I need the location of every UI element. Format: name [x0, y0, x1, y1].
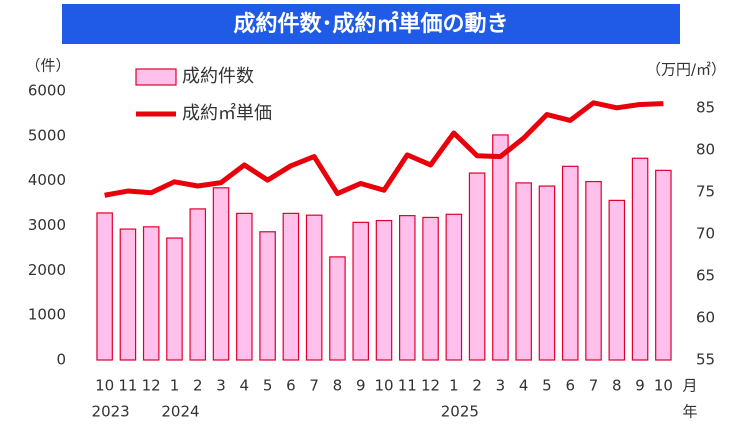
- x-year-label: 2025: [441, 403, 479, 421]
- x-tick-label: 12: [421, 377, 440, 395]
- x-tick-label: 9: [635, 377, 645, 395]
- x-tick-label: 5: [542, 377, 552, 395]
- y2-tick-label: 55: [696, 351, 715, 369]
- bar: [608, 199, 626, 361]
- bar: [119, 228, 137, 361]
- y-tick-label: 4000: [28, 171, 66, 189]
- bar: [212, 187, 230, 361]
- bar: [631, 157, 649, 361]
- x-axis-label: 月: [682, 377, 697, 395]
- x-tick-label: 3: [496, 377, 506, 395]
- x-tick-label: 3: [216, 377, 226, 395]
- y2-tick-label: 85: [696, 98, 715, 116]
- bar: [585, 180, 602, 361]
- x-tick-label: 10: [654, 377, 673, 395]
- x-tick-label: 12: [142, 377, 161, 395]
- bar: [375, 219, 393, 361]
- x-tick-label: 10: [374, 377, 393, 395]
- bar: [236, 212, 253, 361]
- bar: [492, 134, 509, 361]
- legend-label: 成約件数: [182, 66, 254, 87]
- bar: [445, 213, 463, 361]
- bar: [96, 212, 113, 361]
- bar: [142, 226, 160, 361]
- bar: [282, 212, 300, 361]
- y2-tick-label: 80: [696, 140, 715, 158]
- y-tick-label: 5000: [28, 126, 66, 144]
- bar: [352, 221, 370, 361]
- y2-tick-label: 70: [696, 224, 715, 242]
- y-tick-label: 6000: [28, 82, 66, 100]
- bar: [515, 182, 532, 361]
- x-tick-label: 2: [193, 377, 203, 395]
- bar: [166, 237, 183, 361]
- x-tick-label: 6: [565, 377, 575, 395]
- x-year-label: 2024: [161, 403, 199, 421]
- x-tick-label: 9: [356, 377, 366, 395]
- bar: [329, 256, 346, 361]
- x-axis-label2: 年: [682, 403, 697, 421]
- bar: [259, 231, 276, 361]
- x-tick-label: 5: [263, 377, 273, 395]
- y2-tick-label: 60: [696, 308, 715, 326]
- y-tick-label: 2000: [28, 261, 66, 279]
- x-tick-label: 6: [286, 377, 296, 395]
- x-tick-label: 11: [398, 377, 417, 395]
- x-tick-label: 11: [118, 377, 137, 395]
- bar: [561, 165, 579, 361]
- x-tick-label: 7: [589, 377, 599, 395]
- x-tick-label: 7: [309, 377, 319, 395]
- line: [104, 100, 664, 198]
- y2-tick-label: 75: [696, 182, 715, 200]
- title-banner: [62, 4, 680, 44]
- x-tick-label: 4: [240, 377, 250, 395]
- legend-swatch: [135, 68, 177, 86]
- x-tick-label: 1: [449, 377, 459, 395]
- bar: [305, 214, 323, 361]
- chart-title: 成約件数･成約㎡単価の動き: [233, 11, 508, 37]
- bar: [538, 185, 556, 361]
- bar: [468, 172, 486, 361]
- y-tick-label: 3000: [28, 216, 66, 234]
- y-tick-label: 0: [56, 351, 66, 369]
- legend-label: 成約㎡単価: [182, 102, 272, 124]
- x-tick-label: 8: [612, 377, 622, 395]
- x-tick-label: 2: [472, 377, 482, 395]
- x-tick-label: 10: [95, 377, 114, 395]
- x-tick-label: 4: [519, 377, 529, 395]
- x-year-label: 2023: [92, 403, 130, 421]
- x-tick-label: 8: [333, 377, 343, 395]
- x-tick-label: 1: [170, 377, 180, 395]
- bar: [398, 215, 416, 361]
- y-tick-label: 1000: [28, 306, 66, 324]
- bar: [655, 169, 672, 361]
- y-axis-label: （件）: [25, 57, 70, 75]
- bar: [422, 216, 439, 361]
- y2-tick-label: 65: [696, 266, 715, 284]
- bar: [189, 208, 207, 361]
- y2-axis-label: （万円/㎡）: [646, 61, 726, 79]
